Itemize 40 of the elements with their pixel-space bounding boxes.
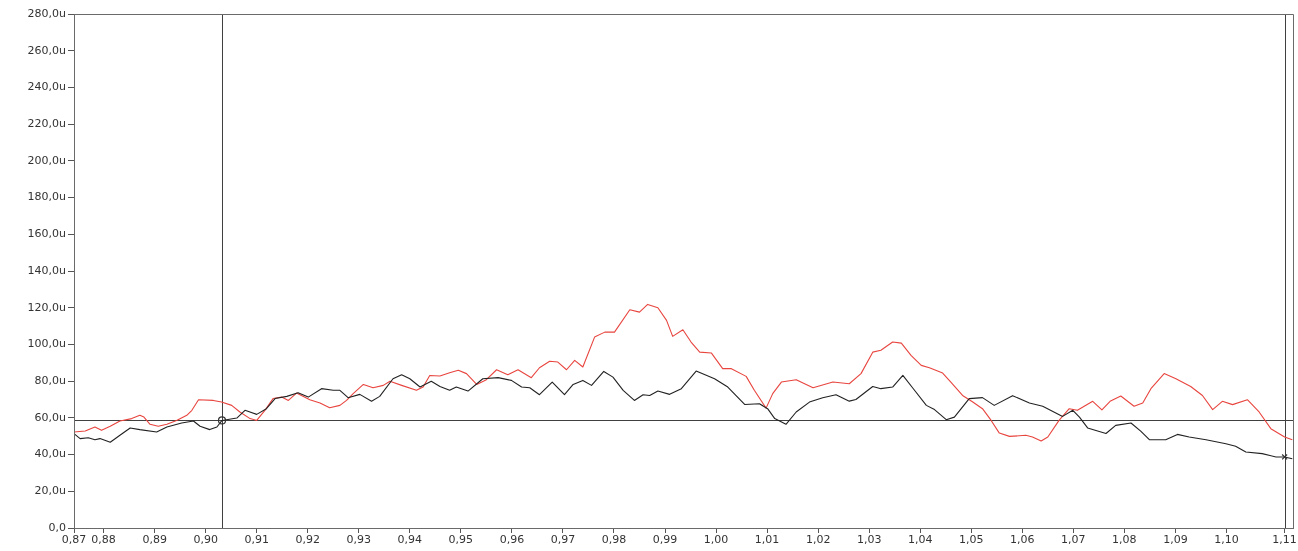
x-tick-label: 1,02 bbox=[805, 533, 831, 547]
x-tick-label: 0,99 bbox=[652, 533, 678, 547]
x-tick-label: 0,89 bbox=[142, 533, 167, 547]
x-tick-label: 1,00 bbox=[703, 533, 729, 547]
x-tick-label: 0,94 bbox=[397, 533, 423, 547]
y-tick-label: 0,0 bbox=[48, 520, 66, 534]
x-tick-label: 1,06 bbox=[1010, 533, 1035, 547]
y-tick-label: 180,0u bbox=[27, 190, 66, 204]
x-tick-label: 0,88 bbox=[91, 533, 116, 547]
x-tick-label: 1,04 bbox=[907, 533, 933, 547]
x-tick-label: 1,03 bbox=[856, 533, 882, 547]
x-tick-label: 0,92 bbox=[295, 533, 320, 547]
x-tick-label: 0,97 bbox=[550, 533, 576, 547]
x-tick-label: 1,05 bbox=[959, 533, 984, 547]
x-tick-label: 0,91 bbox=[244, 533, 269, 547]
y-tick-label: 200,0u bbox=[27, 153, 66, 167]
y-tick-label: 260,0u bbox=[27, 43, 66, 57]
y-tick-label: 120,0u bbox=[27, 300, 66, 314]
x-tick-label: 1,07 bbox=[1061, 533, 1086, 547]
y-tick-label: 140,0u bbox=[27, 263, 66, 277]
y-tick-label: 80,0u bbox=[34, 374, 66, 387]
y-tick-label: 40,0u bbox=[34, 447, 66, 461]
x-tick-label: 0,96 bbox=[499, 533, 525, 547]
x-tick-label: 0,87 bbox=[61, 533, 87, 547]
x-tick-label: 0,98 bbox=[601, 533, 627, 547]
y-tick-label: 220,0u bbox=[27, 117, 66, 130]
x-tick-label: 1,01 bbox=[754, 533, 780, 547]
y-tick-label: 160,0u bbox=[27, 227, 66, 241]
x-tick-label: 1,11 bbox=[1272, 533, 1297, 547]
x-tick-label: 0,90 bbox=[193, 533, 218, 547]
y-tick-label: 60,0u bbox=[34, 410, 66, 424]
y-tick-label: 20,0u bbox=[34, 484, 66, 498]
y-tick-label: 280,0u bbox=[27, 6, 66, 20]
x-tick-label: 1,09 bbox=[1163, 533, 1188, 547]
x-tick-label: 0,95 bbox=[448, 533, 474, 547]
x-tick-label: 0,93 bbox=[346, 533, 372, 547]
x-tick-label: 1,08 bbox=[1112, 533, 1137, 547]
y-tick-label: 100,0u bbox=[27, 337, 66, 351]
y-tick-label: 240,0u bbox=[27, 80, 66, 94]
x-tick-label: 1,10 bbox=[1214, 533, 1239, 547]
